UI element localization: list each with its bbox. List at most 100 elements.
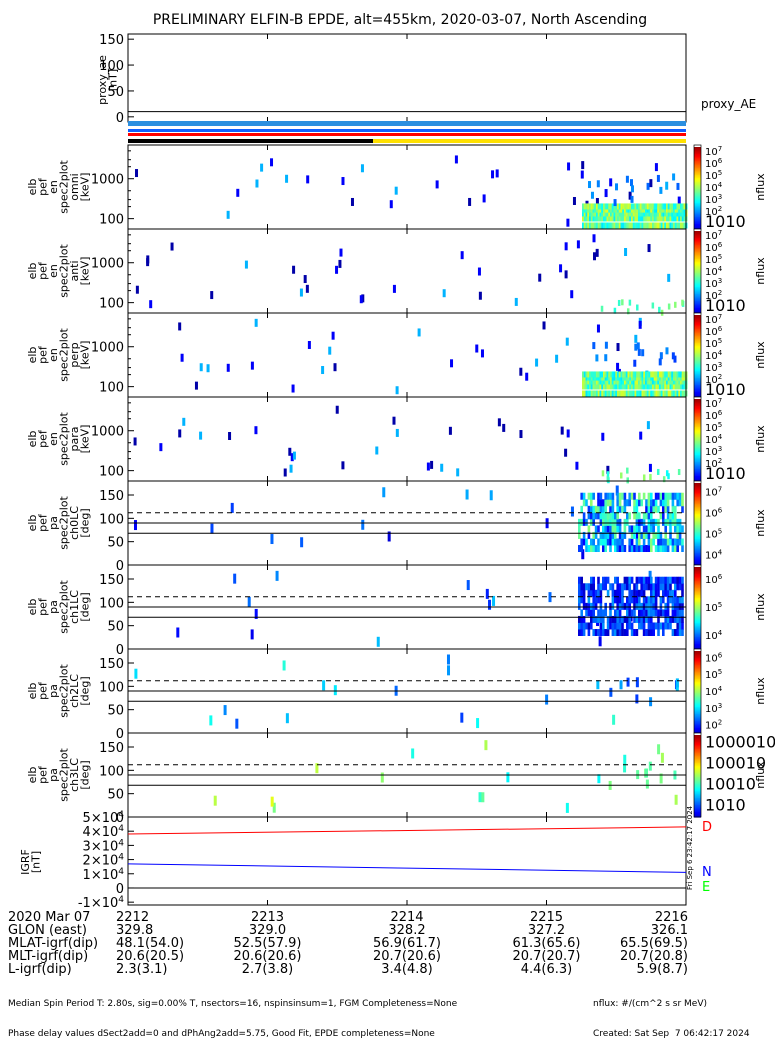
en-omni-pixel xyxy=(678,215,681,222)
en-perp-pixel xyxy=(637,348,641,356)
footer-line-1: Median Spin Period T: 2.80s, sig=0.00% T… xyxy=(8,999,458,1009)
pa-ch0-pixel xyxy=(674,545,677,552)
pa-ch3-cbar-seg xyxy=(694,811,701,814)
en-perp-cbar-seg xyxy=(694,341,701,343)
en-omni-pixel xyxy=(566,218,570,227)
pa-ch1-pixel xyxy=(628,615,631,623)
pa-ch1-pixel xyxy=(578,576,581,584)
en-anti-cbar-seg xyxy=(694,303,701,306)
pa-ch1-pixel xyxy=(590,576,593,584)
pa-ch1-pixel xyxy=(587,589,591,597)
pa-ch0-pixel xyxy=(645,525,648,533)
pa-ch0-pixel xyxy=(618,531,622,539)
en-perp-cbar-seg xyxy=(694,367,701,370)
pa-ch0-pixel xyxy=(652,531,655,539)
pa-ch0-pixel xyxy=(664,531,667,539)
pa-ch0-pixel xyxy=(669,518,672,526)
en-omni-pixel xyxy=(638,215,641,222)
pa-ch3-cbar-label: nflux xyxy=(754,761,767,789)
pa-ch2-cbar-seg xyxy=(694,667,701,670)
pa-ch0-cbar-seg xyxy=(694,513,701,516)
en-para-cbar-seg xyxy=(694,448,701,451)
pa-ch0-pixel xyxy=(671,518,675,526)
en-perp-pixel xyxy=(583,383,586,390)
en-omni-cbar-label: nflux xyxy=(754,173,767,201)
pa-ch0-pixel xyxy=(594,512,598,520)
en-omni-pixel xyxy=(624,222,627,229)
pa-ch0-pixel xyxy=(578,531,581,539)
en-perp-pixel xyxy=(666,383,669,390)
pa-ch1-pixel xyxy=(635,596,639,604)
pa-ch0-pixel xyxy=(628,525,631,533)
pa-ch0-pixel xyxy=(582,512,586,520)
pa-ch0-pixel xyxy=(664,492,667,500)
pa-ch1-pixel xyxy=(647,596,651,604)
pa-ch0-pixel xyxy=(590,512,593,520)
en-para-pixel xyxy=(182,417,186,426)
en-perp-pixel xyxy=(653,390,656,397)
pa-ch0-pixel xyxy=(630,538,634,546)
pa-ch3-pixel xyxy=(270,796,274,807)
pa-ch0-pixel xyxy=(585,499,588,507)
en-perp-pixel xyxy=(615,371,618,378)
en-omni-pixel xyxy=(583,206,586,213)
en-perp-pixel xyxy=(669,378,672,385)
en-perp-pixel xyxy=(641,349,645,357)
en-omni-pixel xyxy=(650,222,653,229)
pa-ch1-pixel xyxy=(602,622,605,630)
pa-ch3-ylabel: elbpefpaspec2plotch3LC[deg] xyxy=(26,748,92,802)
en-omni-pixel xyxy=(641,215,644,222)
en-perp-pixel xyxy=(638,378,641,385)
pa-ch1-pixel xyxy=(652,609,655,617)
pa-ch0-pixel xyxy=(657,538,660,546)
pa-ch0-pixel xyxy=(676,518,679,526)
en-omni-pixel xyxy=(611,206,614,213)
pa-ch0-pixel xyxy=(681,525,684,533)
en-para-cbar-seg xyxy=(694,471,701,474)
en-para-pixel xyxy=(575,461,579,470)
pa-ch2-cbar-seg xyxy=(694,677,701,679)
pa-ch1-pixel xyxy=(602,576,605,584)
pa-ch1-pixel xyxy=(633,615,636,623)
pa-ch1-cbar-seg xyxy=(694,583,701,586)
pa-ch0-ytick-label: 0 xyxy=(116,559,124,574)
pa-ch1-pixel xyxy=(642,622,646,630)
pa-ch1-cbar-seg xyxy=(694,611,701,614)
en-omni-cbar-seg xyxy=(694,222,701,224)
pa-ch3-cbar-seg xyxy=(694,815,701,818)
pa-ch0-pixel xyxy=(633,525,636,533)
pa-ch0-pixel xyxy=(616,492,619,500)
en-omni-pixel xyxy=(572,196,576,205)
en-omni-pixel xyxy=(659,222,662,229)
pa-ch0-pixel xyxy=(666,499,670,507)
undefined: 10010 xyxy=(705,775,756,794)
en-perp-pixel xyxy=(683,383,686,390)
en-perp-cbar-tick: 103 xyxy=(705,361,722,374)
pa-ch1-pixel xyxy=(582,615,586,623)
pa-ch0-pixel xyxy=(587,512,591,520)
en-perp-pixel xyxy=(604,378,607,385)
en-omni-pixel xyxy=(671,203,674,210)
pa-ch0-pixel xyxy=(618,538,622,546)
en-omni-pixel xyxy=(646,210,649,217)
pa-ch0-pixel xyxy=(666,518,670,526)
pa-ch1-pixel xyxy=(592,602,595,610)
pa-ch0-pixel xyxy=(645,545,648,552)
en-anti-cbar-seg xyxy=(694,269,701,272)
pa-ch0-pixel xyxy=(623,545,627,552)
en-omni-pixel xyxy=(641,222,644,229)
en-perp-pixel xyxy=(633,359,637,367)
en-perp-pixel xyxy=(587,374,590,381)
axis-table-value: 3.4(4.8) xyxy=(381,962,433,977)
pa-ch3-ytick-label: 100 xyxy=(99,764,124,779)
en-omni-pixel xyxy=(588,181,592,189)
en-omni-pixel xyxy=(306,175,310,184)
en-perp-pixel xyxy=(639,383,642,390)
pa-ch1-pixel xyxy=(654,622,658,630)
en-omni-cbar-seg xyxy=(694,206,701,209)
pa-ch1-pixel xyxy=(587,629,591,636)
pa-ch1-cbar-seg xyxy=(694,595,701,598)
en-para-pixel xyxy=(288,447,292,456)
pa-ch1-pixel xyxy=(604,602,607,610)
pa-ch2-cbar-seg xyxy=(694,720,701,723)
